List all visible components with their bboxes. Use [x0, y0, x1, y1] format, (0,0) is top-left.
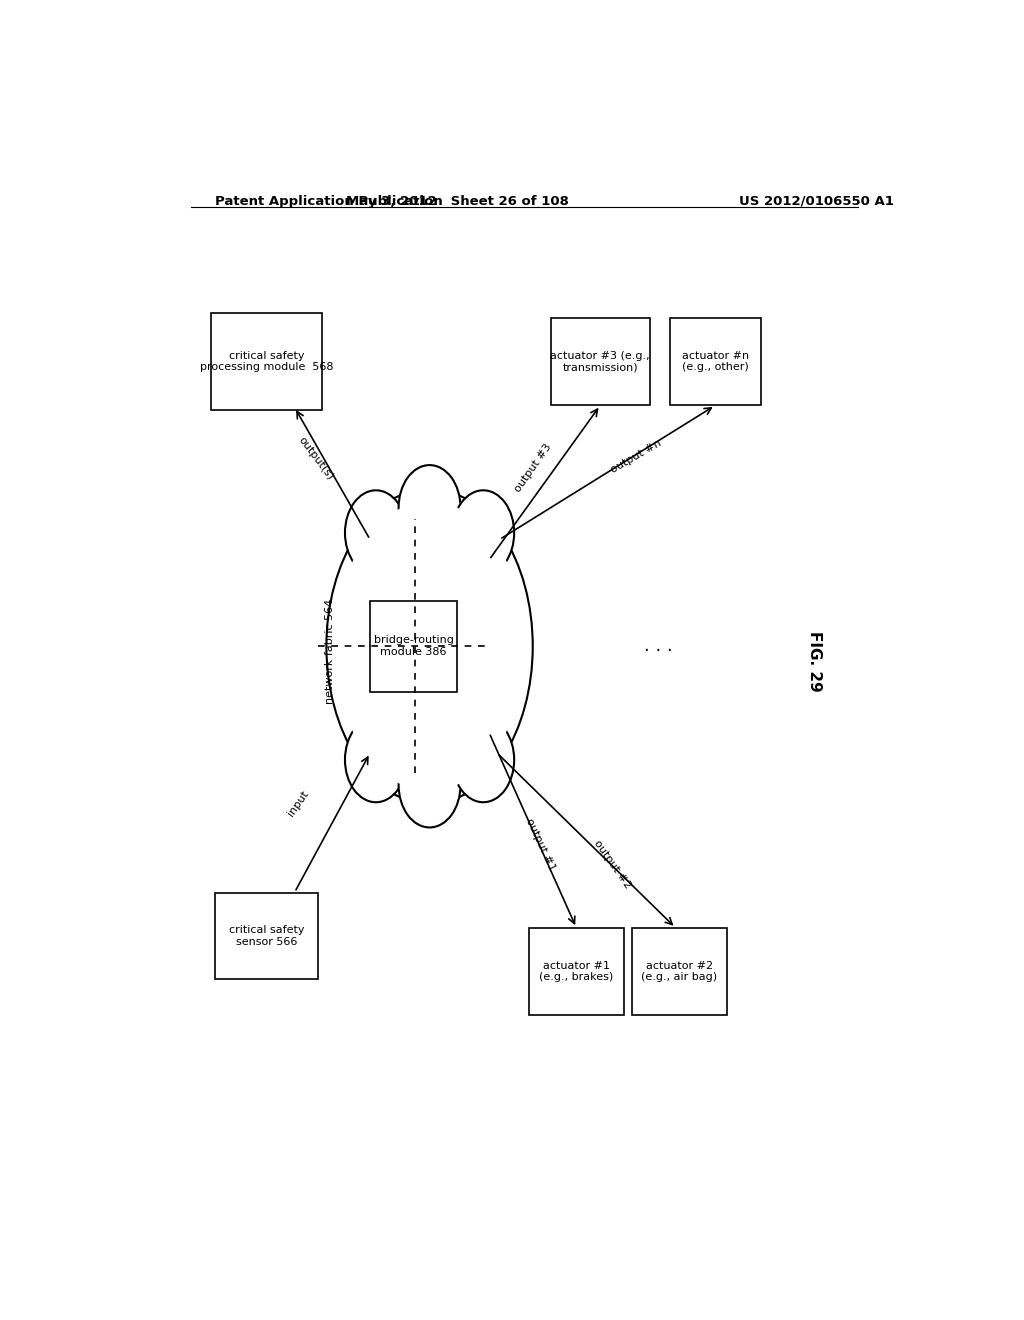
Ellipse shape — [345, 490, 407, 576]
Text: output #n: output #n — [609, 438, 663, 475]
Text: output(s): output(s) — [297, 434, 336, 482]
Text: actuator #3 (e.g.,
transmission): actuator #3 (e.g., transmission) — [550, 351, 650, 372]
Text: . . .: . . . — [644, 638, 673, 655]
Ellipse shape — [335, 502, 524, 791]
Text: actuator #2
(e.g., air bag): actuator #2 (e.g., air bag) — [641, 961, 718, 982]
Text: Patent Application Publication: Patent Application Publication — [215, 195, 443, 209]
Ellipse shape — [398, 465, 461, 550]
Ellipse shape — [453, 717, 514, 803]
FancyBboxPatch shape — [370, 601, 458, 692]
FancyBboxPatch shape — [551, 318, 650, 405]
Text: actuator #1
(e.g., brakes): actuator #1 (e.g., brakes) — [540, 961, 613, 982]
FancyBboxPatch shape — [211, 313, 323, 411]
Text: input: input — [287, 789, 311, 818]
Text: FIG. 29: FIG. 29 — [807, 631, 821, 692]
FancyBboxPatch shape — [215, 892, 318, 979]
FancyBboxPatch shape — [670, 318, 761, 405]
FancyBboxPatch shape — [632, 928, 727, 1015]
Text: critical safety
sensor 566: critical safety sensor 566 — [229, 925, 304, 946]
Text: output #1: output #1 — [524, 817, 557, 873]
Text: bridge-routing
module 386: bridge-routing module 386 — [374, 635, 454, 657]
Text: network fabric 564: network fabric 564 — [326, 599, 336, 704]
Text: output #2: output #2 — [592, 838, 633, 891]
Text: actuator #n
(e.g., other): actuator #n (e.g., other) — [682, 351, 749, 372]
Ellipse shape — [327, 488, 532, 804]
Ellipse shape — [345, 717, 407, 803]
Text: output #3: output #3 — [512, 442, 553, 495]
Text: US 2012/0106550 A1: US 2012/0106550 A1 — [739, 195, 894, 209]
Text: critical safety
processing module  568: critical safety processing module 568 — [200, 351, 334, 372]
Ellipse shape — [453, 490, 514, 576]
FancyBboxPatch shape — [528, 928, 624, 1015]
Ellipse shape — [398, 742, 461, 828]
Text: May 3, 2012   Sheet 26 of 108: May 3, 2012 Sheet 26 of 108 — [346, 195, 568, 209]
